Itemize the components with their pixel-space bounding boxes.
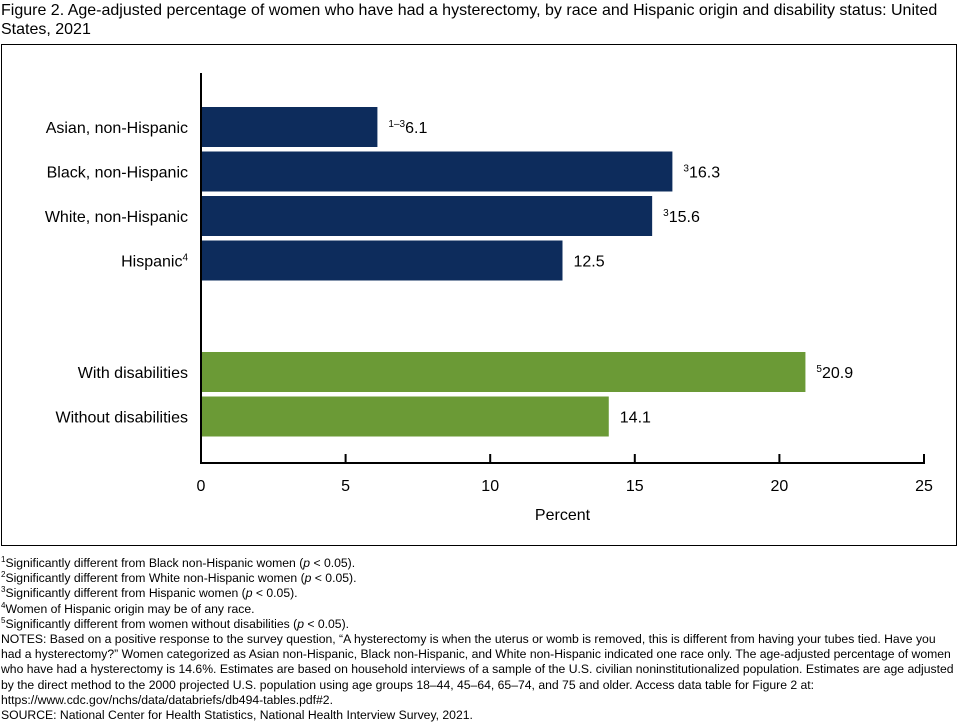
x-tick-label: 20 [771,478,789,495]
x-tick-label: 10 [481,478,499,495]
data-label: 1–36.1 [388,119,427,137]
x-tick-label: 5 [341,478,350,495]
footnote: 1Significantly different from Black non-… [1,554,356,570]
footnote-marker: 5 [1,615,6,625]
category-label: Black, non-Hispanic [47,165,188,182]
x-tick-label: 0 [197,478,206,495]
x-tick-label: 15 [626,478,644,495]
data-label: 520.9 [816,364,853,382]
footnote-marker: 2 [1,570,6,580]
category-label: Without disabilities [56,410,189,427]
data-label: 316.3 [683,164,720,182]
chart-bar [201,107,378,147]
footnote: 5Significantly different from women with… [1,615,350,631]
notes-text: NOTES: Based on a positive response to t… [1,632,954,707]
category-label: With disabilities [78,365,188,382]
source-text: SOURCE: National Center for Health Stati… [1,708,473,723]
chart-bar [201,352,806,392]
x-axis-label: Percent [535,507,591,524]
category-label: Asian, non-Hispanic [46,120,188,137]
footnote: 2Significantly different from White non-… [1,570,357,586]
footnote-marker: 4 [1,600,6,610]
chart-title: Figure 2. Age-adjusted percentage of wom… [1,2,938,38]
footnote: 4Women of Hispanic origin may be of any … [1,600,255,616]
footnote: 3Significantly different from Hispanic w… [1,585,298,601]
chart-frame: Asian, non-Hispanic 1–36.1 Black, non-Hisp… [1,44,957,546]
data-label: 315.6 [663,208,700,226]
data-label: 14.1 [620,410,651,427]
footnote-marker: 1 [1,554,6,564]
chart-bar [201,151,673,192]
data-label: 12.5 [574,254,605,271]
category-label: Hispanic4 [121,253,188,271]
footnotes: 1Significantly different from Black non-… [1,554,956,723]
footnote-list: 1Significantly different from Black non-… [1,554,956,632]
chart-bar [201,240,563,281]
chart-bar [201,196,653,236]
footnote-marker: 3 [1,585,6,595]
chart-bar [201,396,609,437]
bar-chart: Asian, non-Hispanic 1–36.1 Black, non-Hisp… [45,73,933,524]
x-tick-label: 25 [915,478,933,495]
category-label: White, non-Hispanic [45,209,188,226]
